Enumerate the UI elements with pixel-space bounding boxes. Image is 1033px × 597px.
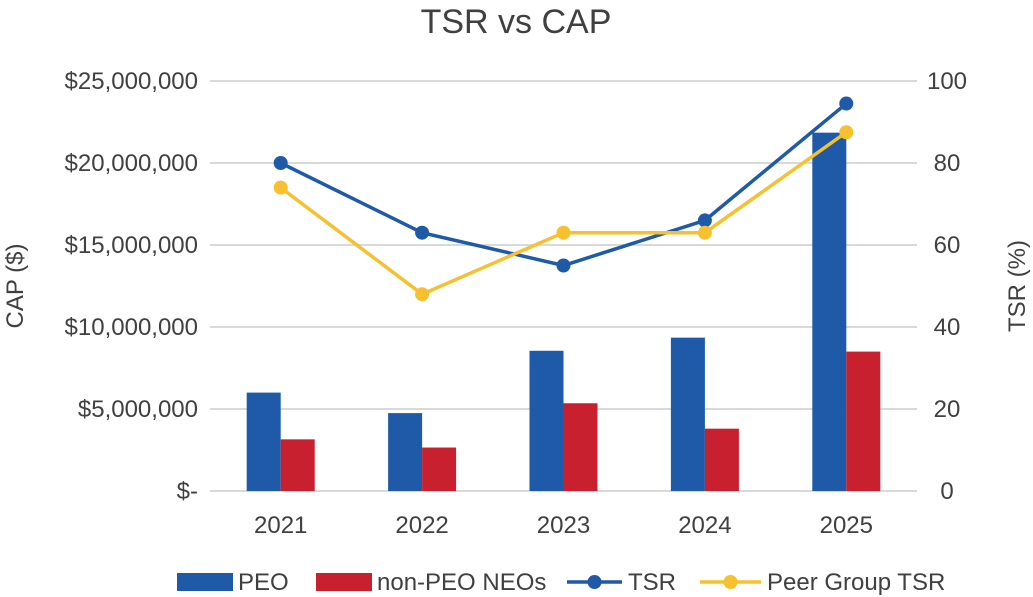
non-peo-neos-bar xyxy=(422,447,457,491)
x-tick-label: 2021 xyxy=(254,512,307,539)
peer-group-tsr-point xyxy=(556,225,571,240)
left-tick-label: $10,000,000 xyxy=(65,314,198,341)
legend-tsr-marker xyxy=(587,575,602,589)
left-tick-label: $15,000,000 xyxy=(65,232,198,259)
left-tick-label: $20,000,000 xyxy=(65,150,198,177)
peo-bar xyxy=(529,350,564,491)
peer-group-tsr-point xyxy=(839,125,854,140)
lines xyxy=(273,96,854,302)
left-axis-label: CAP ($) xyxy=(2,244,29,329)
peer-group-tsr-point xyxy=(273,180,288,195)
left-tick-label: $5,000,000 xyxy=(78,396,198,423)
tsr-point xyxy=(839,96,854,111)
x-tick-label: 2025 xyxy=(820,512,873,539)
grid xyxy=(210,80,917,492)
non-peo-neos-bar xyxy=(846,351,881,491)
legend-peer-group-tsr-marker xyxy=(723,575,738,589)
x-tick-label: 2024 xyxy=(678,512,731,539)
chart-title: TSR vs CAP xyxy=(421,3,612,41)
x-tick-label: 2023 xyxy=(537,512,590,539)
peo-bar xyxy=(812,132,847,491)
tsr-point xyxy=(556,258,571,273)
right-tick-label: 20 xyxy=(934,396,961,423)
right-tick-label: 40 xyxy=(934,314,961,341)
right-tick-label: 100 xyxy=(927,68,967,95)
tsr-line xyxy=(279,102,848,268)
tsr-point xyxy=(415,225,430,240)
legend-tsr-label: TSR xyxy=(628,569,676,596)
left-axis-ticks: $- $5,000,000 $10,000,000 $15,000,000 $20,00… xyxy=(65,68,198,505)
legend-non-peo-neos-label: non-PEO NEOs xyxy=(377,569,546,596)
bars xyxy=(246,132,881,491)
peer-group-tsr-point xyxy=(697,225,712,240)
tsr-point xyxy=(697,213,712,228)
tsr-point xyxy=(273,156,288,170)
right-tick-label: 60 xyxy=(934,232,961,259)
right-axis-ticks: 0 20 40 60 80 100 xyxy=(927,68,967,505)
legend-non-peo-neos-swatch xyxy=(316,573,372,591)
peo-bar xyxy=(246,392,281,491)
right-axis-label: TSR (%) xyxy=(1004,240,1031,332)
non-peo-neos-bar xyxy=(280,439,315,491)
left-tick-label: $- xyxy=(177,478,198,505)
x-tick-label: 2022 xyxy=(395,512,448,539)
legend-peer-group-tsr-label: Peer Group TSR xyxy=(767,569,945,596)
peer-group-tsr-point xyxy=(415,287,430,302)
right-tick-label: 0 xyxy=(940,478,953,505)
legend-peo-swatch xyxy=(177,573,233,591)
peo-bar xyxy=(670,337,705,491)
right-tick-label: 80 xyxy=(934,150,961,177)
left-tick-label: $25,000,000 xyxy=(65,68,198,95)
non-peo-neos-bar xyxy=(563,403,598,491)
non-peo-neos-bar xyxy=(704,428,739,491)
legend-peo-label: PEO xyxy=(238,569,289,596)
legend: PEO non-PEO NEOs TSR Peer Group TSR xyxy=(177,569,945,596)
x-axis-ticks: 2021 2022 2023 2024 2025 xyxy=(254,512,873,539)
peo-bar xyxy=(388,413,423,491)
